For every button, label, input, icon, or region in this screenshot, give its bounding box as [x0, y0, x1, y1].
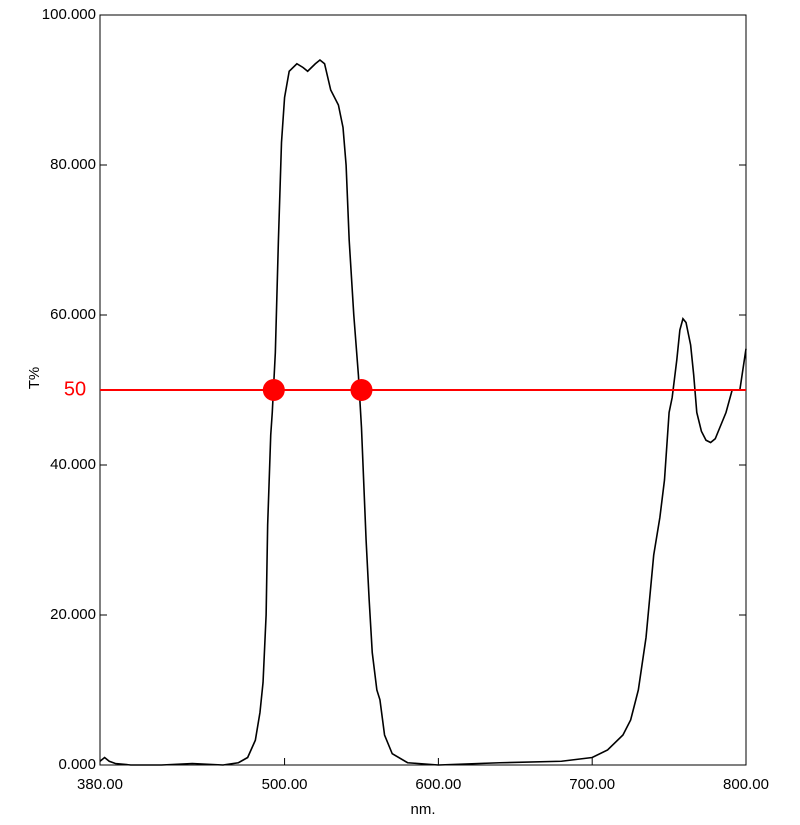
x-tick-label: 380.00 [77, 776, 123, 793]
x-tick-label: 500.00 [262, 776, 308, 793]
y-tick-label: 20.000 [50, 606, 96, 623]
y-tick-label: 80.000 [50, 156, 96, 173]
x-tick-label: 800.00 [723, 776, 769, 793]
y-axis-label: T% [26, 367, 43, 390]
y-tick-label: 100.000 [42, 6, 96, 23]
intersection-marker [350, 379, 373, 401]
intersection-marker [262, 379, 285, 401]
x-tick-label: 600.00 [415, 776, 461, 793]
spectrum-line [99, 58, 747, 766]
y-tick-label: 60.000 [50, 306, 96, 323]
y-tick-label: 40.000 [50, 456, 96, 473]
x-axis-label: nm. [410, 801, 435, 818]
reference-label: 50 [64, 378, 86, 400]
x-tick-label: 700.00 [569, 776, 615, 793]
y-tick-label: 0.000 [58, 756, 96, 773]
